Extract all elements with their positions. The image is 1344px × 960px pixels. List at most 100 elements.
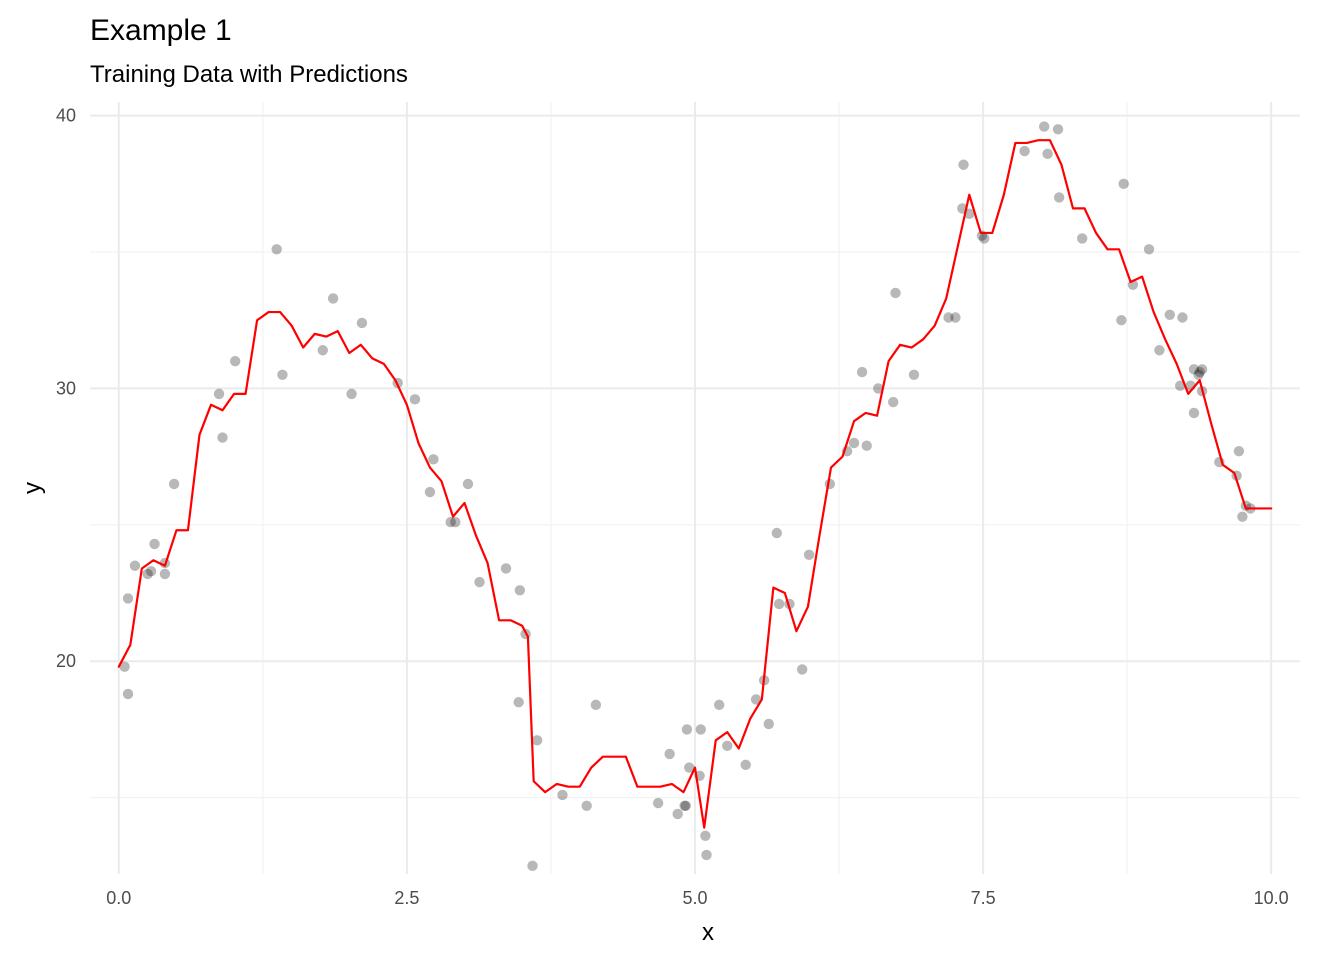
data-point-91 [1193, 369, 1204, 380]
points-layer [119, 121, 1256, 872]
data-point-2 [122, 688, 134, 700]
data-point-18 [356, 317, 368, 329]
data-point-3 [129, 560, 141, 571]
x-tick-label-2: 5.0 [682, 888, 707, 908]
data-point-4 [142, 568, 153, 580]
chart-title: Example 1 [90, 14, 232, 47]
data-point-14 [277, 369, 288, 380]
data-point-89 [1188, 407, 1200, 419]
y-tick-label-1: 30 [56, 378, 76, 398]
data-point-13 [271, 244, 282, 255]
data-point-84 [1154, 345, 1165, 356]
data-point-76 [1042, 148, 1053, 160]
data-point-80 [1116, 315, 1127, 326]
data-point-70 [958, 159, 969, 170]
data-point-34 [581, 800, 592, 812]
data-point-31 [527, 860, 538, 872]
data-point-33 [557, 789, 568, 801]
data-point-12 [230, 355, 241, 367]
data-point-0 [119, 661, 130, 672]
data-point-23 [445, 516, 456, 528]
data-point-37 [664, 748, 675, 760]
data-point-26 [474, 576, 485, 588]
data-point-93 [1196, 364, 1208, 375]
chart-subtitle: Training Data with Predictions [90, 61, 408, 88]
data-point-90 [1188, 364, 1200, 375]
data-point-53 [771, 527, 783, 539]
data-point-10 [213, 388, 225, 400]
data-point-28 [513, 696, 524, 708]
x-tick-label-0: 0.0 [106, 888, 131, 908]
data-point-39 [679, 800, 690, 812]
data-point-81 [1118, 178, 1129, 190]
data-point-9 [168, 478, 180, 490]
data-point-97 [1233, 445, 1245, 457]
data-point-86 [1174, 380, 1186, 391]
data-point-60 [848, 437, 860, 449]
prediction-line [117, 139, 1273, 829]
x-tick-label-4: 10.0 [1254, 888, 1289, 908]
x-tick-label-3: 7.5 [971, 888, 996, 908]
data-point-41 [681, 724, 693, 735]
y-tick-label-2: 40 [56, 106, 76, 126]
data-point-36 [652, 797, 664, 809]
data-point-67 [943, 312, 954, 323]
data-point-79 [1077, 233, 1088, 244]
data-point-48 [722, 740, 733, 751]
data-point-85 [1164, 309, 1175, 320]
data-point-50 [750, 694, 762, 705]
y-tick-layer: 20 30 40 [56, 106, 76, 672]
grid-layer [90, 102, 1300, 874]
data-point-35 [590, 699, 602, 711]
data-point-38 [672, 808, 683, 820]
data-point-32 [531, 735, 543, 746]
data-point-44 [695, 724, 706, 735]
data-point-87 [1177, 312, 1188, 323]
data-point-92 [1194, 366, 1205, 378]
data-point-77 [1052, 124, 1064, 135]
y-axis-title: y [19, 482, 46, 494]
data-point-57 [803, 549, 815, 561]
data-point-62 [861, 440, 872, 451]
data-point-78 [1053, 192, 1065, 203]
data-point-63 [873, 383, 884, 394]
data-point-25 [462, 478, 474, 490]
data-point-66 [908, 369, 920, 380]
data-point-16 [327, 293, 339, 304]
data-point-21 [424, 486, 436, 498]
data-point-65 [890, 287, 901, 299]
data-point-1 [122, 593, 134, 604]
data-point-6 [149, 538, 160, 550]
data-point-54 [773, 598, 785, 610]
data-point-8 [159, 568, 171, 580]
data-point-52 [763, 718, 774, 730]
x-tick-label-1: 2.5 [394, 888, 419, 908]
data-point-64 [888, 396, 899, 408]
data-point-5 [145, 566, 157, 577]
y-tick-label-0: 20 [56, 651, 76, 671]
data-point-42 [684, 762, 695, 773]
data-point-29 [514, 585, 526, 596]
data-point-98 [1237, 511, 1248, 522]
data-point-24 [450, 516, 461, 528]
data-point-73 [979, 233, 990, 244]
data-point-15 [317, 345, 328, 356]
data-point-74 [1019, 145, 1030, 157]
data-point-83 [1143, 244, 1155, 255]
data-point-46 [701, 849, 712, 861]
data-point-20 [409, 394, 421, 405]
data-point-49 [740, 759, 751, 771]
data-point-75 [1038, 121, 1050, 132]
data-point-22 [428, 454, 439, 465]
data-point-27 [500, 563, 512, 574]
data-point-17 [346, 388, 357, 400]
data-point-11 [217, 432, 228, 443]
x-tick-layer: 0.0 2.5 5.0 7.5 10.0 [106, 888, 1288, 908]
data-point-61 [856, 366, 868, 378]
data-point-40 [680, 800, 691, 812]
x-axis-title: x [702, 919, 714, 946]
data-point-56 [796, 664, 808, 675]
data-point-68 [950, 312, 961, 323]
prediction-line-layer [117, 139, 1273, 829]
